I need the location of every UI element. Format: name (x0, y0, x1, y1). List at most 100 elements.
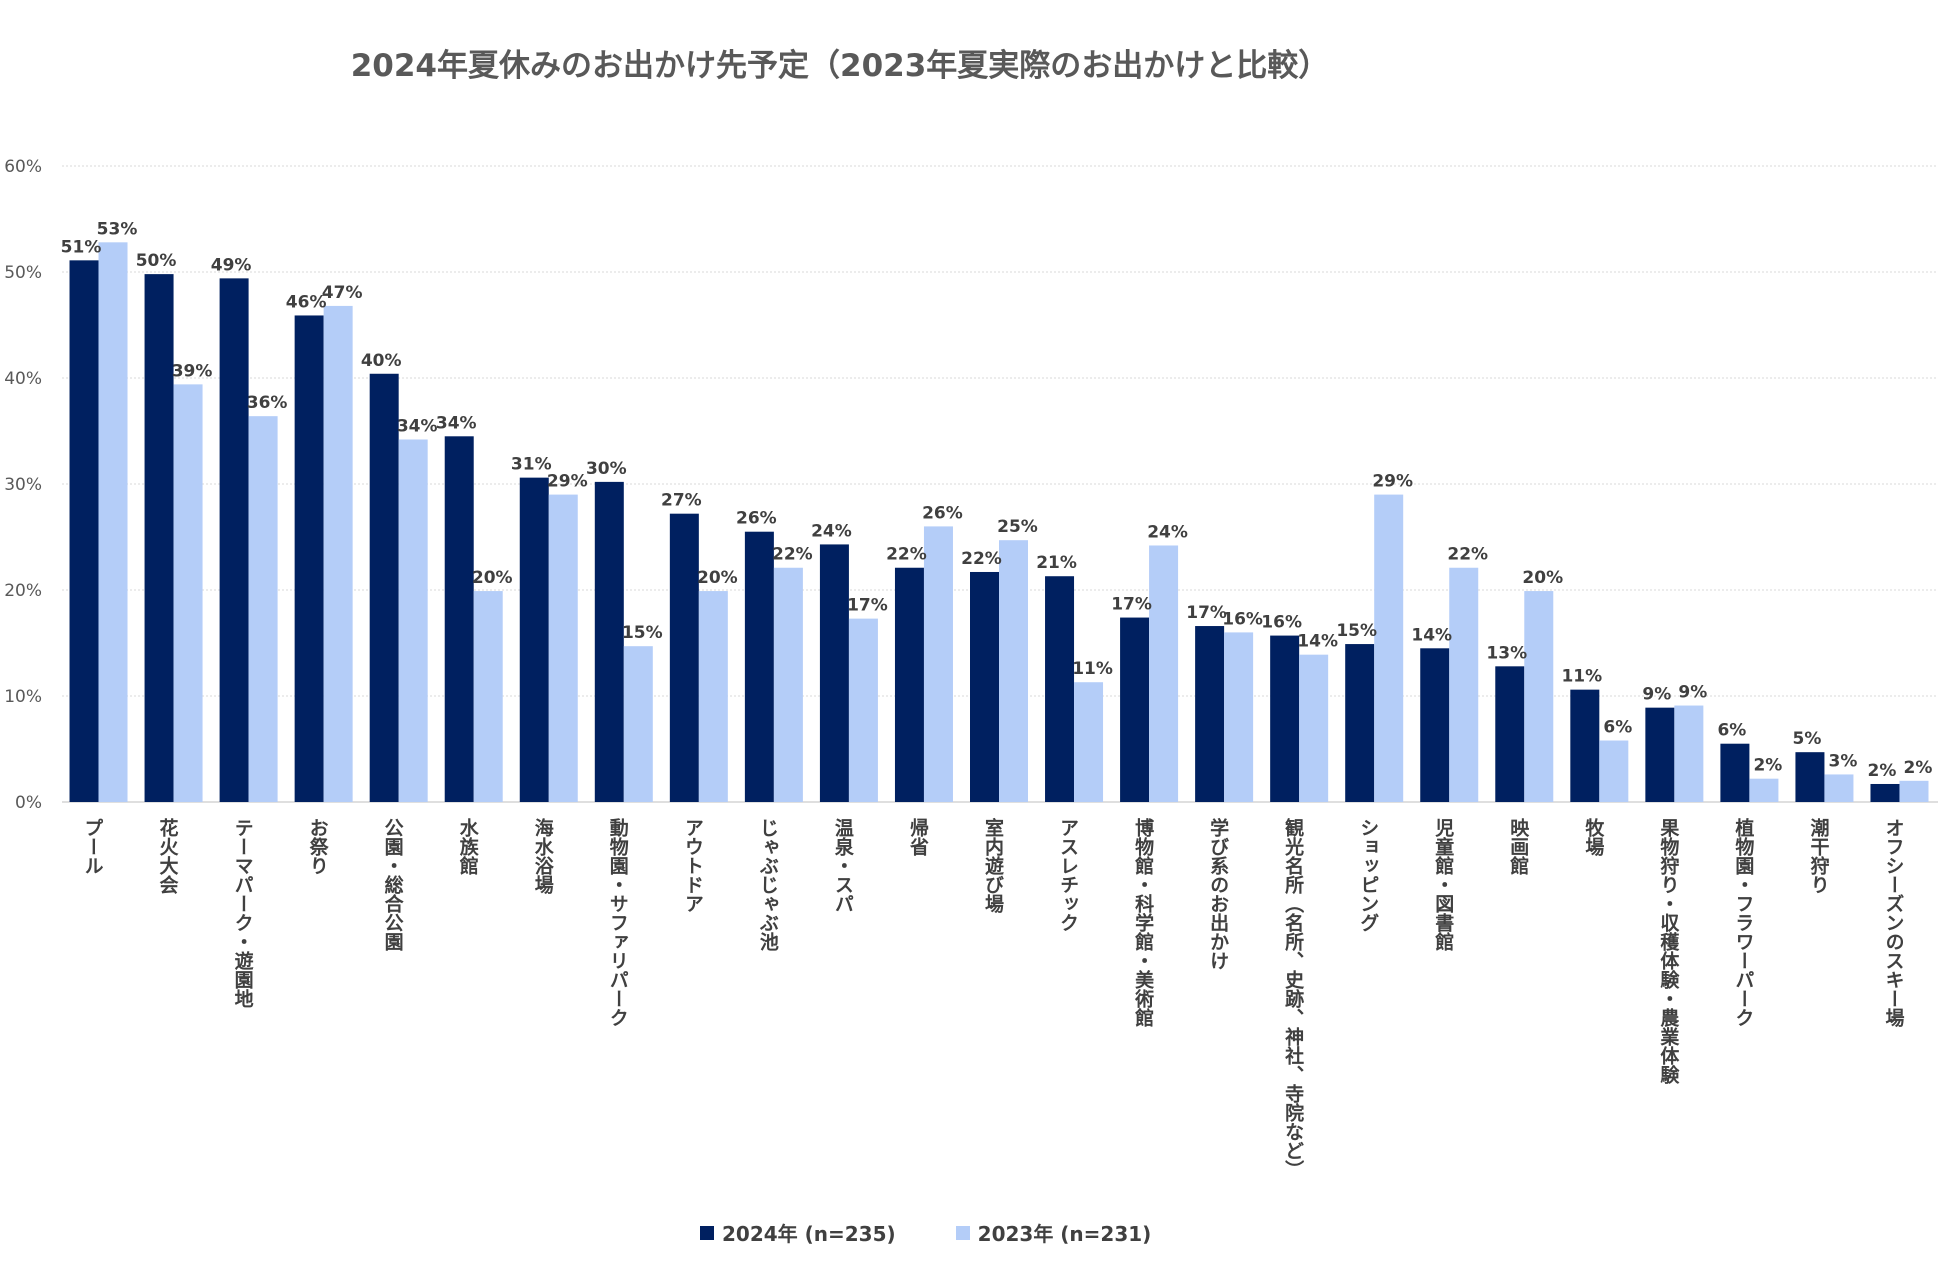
data-label: 30% (586, 459, 627, 479)
bar (1345, 644, 1375, 802)
data-label: 47% (322, 283, 363, 303)
data-label: 22% (886, 545, 927, 565)
bar (1045, 576, 1075, 802)
category-label: 植物園・フラワーパーク (1732, 817, 1754, 1027)
bar (1720, 743, 1750, 802)
legend-item-2024: 2024年 (n=235) (700, 1218, 896, 1247)
data-label: 26% (922, 503, 963, 523)
category-label: テーマパーク・遊園地 (232, 818, 254, 1008)
data-label: 15% (1336, 621, 1377, 641)
category-label: 観光名所（名所、史跡、神社、寺院など） (1282, 817, 1305, 1179)
bar (1495, 666, 1525, 802)
category-label: 動物園・サファリパーク (607, 818, 629, 1027)
bar (894, 567, 924, 802)
data-label: 29% (1372, 472, 1413, 492)
category-label: 室内遊び場 (982, 817, 1004, 914)
data-label: 36% (247, 393, 288, 413)
bar (1599, 740, 1629, 802)
bar (1674, 705, 1704, 802)
data-label: 14% (1297, 632, 1338, 652)
bar (1749, 778, 1779, 802)
data-label: 46% (286, 292, 327, 312)
data-label: 24% (811, 521, 852, 541)
data-label: 17% (1186, 603, 1227, 623)
bar (173, 384, 203, 802)
category-label: 学び系のお出かけ (1207, 817, 1229, 970)
bar (744, 531, 774, 802)
bar (1224, 632, 1254, 802)
category-label: 公園・総合公園 (382, 818, 404, 952)
category-label: 児童館・図書館 (1432, 818, 1455, 952)
data-label: 6% (1717, 721, 1746, 741)
category-label: 海水浴場 (532, 817, 554, 895)
data-label: 31% (511, 455, 552, 475)
bar (473, 591, 503, 802)
data-label: 22% (961, 549, 1002, 569)
data-label: 50% (136, 251, 177, 271)
bar (1449, 567, 1479, 802)
bar (1899, 780, 1929, 802)
data-label: 51% (61, 237, 102, 257)
data-label: 2% (1868, 761, 1897, 781)
bar (594, 481, 624, 802)
legend-label-2024: 2024年 (n=235) (722, 1222, 896, 1246)
bar (698, 591, 728, 802)
data-label: 49% (211, 255, 252, 275)
data-label: 29% (547, 472, 588, 492)
category-label: 映画館 (1507, 818, 1529, 876)
data-label: 34% (397, 416, 438, 436)
data-label: 39% (172, 361, 213, 381)
bar (219, 278, 249, 802)
y-tick-label: 0% (15, 793, 42, 813)
data-label: 6% (1603, 718, 1632, 738)
bar (848, 618, 878, 802)
data-label: 3% (1829, 751, 1858, 771)
bar (323, 305, 353, 802)
category-label: 果物狩り・収穫体験・農業体験 (1657, 818, 1680, 1085)
category-label: 帰省 (907, 818, 930, 857)
bar (1074, 682, 1104, 802)
bar (369, 373, 399, 802)
legend: 2024年 (n=235) 2023年 (n=231) (700, 1218, 1151, 1247)
category-label: アウトドア (682, 818, 704, 913)
data-labels: 51%53%50%39%49%36%46%47%40%34%34%20%31%2… (61, 219, 1933, 781)
category-label: オフシーズンのスキー場 (1882, 818, 1904, 1028)
bar (1824, 774, 1854, 802)
data-label: 25% (997, 517, 1038, 537)
bar (1374, 494, 1404, 802)
data-label: 14% (1411, 625, 1452, 645)
category-label: 博物館・科学館・美術館 (1132, 817, 1155, 1028)
y-tick-label: 50% (4, 263, 42, 283)
data-label: 9% (1678, 683, 1707, 703)
data-label: 5% (1793, 729, 1822, 749)
legend-item-2023: 2023年 (n=231) (955, 1218, 1151, 1247)
legend-swatch-2023 (955, 1225, 970, 1240)
data-label: 27% (661, 491, 702, 511)
bar (1570, 689, 1600, 802)
category-label: 牧場 (1582, 817, 1604, 857)
y-tick-label: 30% (4, 475, 42, 495)
category-labels: プール 花火大会 テーマパーク・遊園地 お祭り 公園・総合公園 水族館 海水浴場 動物園・サフ… (82, 817, 1905, 1179)
category-label: 水族館 (457, 818, 479, 876)
data-label: 16% (1222, 609, 1263, 629)
bar (144, 274, 174, 802)
bar (669, 513, 699, 802)
data-label: 2% (1753, 756, 1782, 776)
bars (69, 242, 1929, 803)
data-label: 16% (1261, 613, 1302, 633)
data-label: 15% (622, 623, 663, 643)
bar (1270, 635, 1300, 802)
data-label: 22% (1447, 545, 1488, 565)
bar (623, 646, 653, 802)
bar (294, 315, 324, 802)
category-label: アスレチック (1057, 818, 1079, 932)
y-tick-label: 40% (4, 369, 42, 389)
bar (69, 260, 99, 803)
category-label: お祭り (307, 818, 330, 875)
data-label: 17% (847, 596, 888, 616)
chart-title: 2024年夏休みのお出かけ先予定（2023年夏実際のお出かけと比較） (350, 48, 1330, 84)
bar (1299, 654, 1329, 802)
data-label: 22% (772, 545, 813, 565)
data-label: 34% (436, 413, 477, 433)
y-tick-label: 10% (4, 687, 42, 707)
